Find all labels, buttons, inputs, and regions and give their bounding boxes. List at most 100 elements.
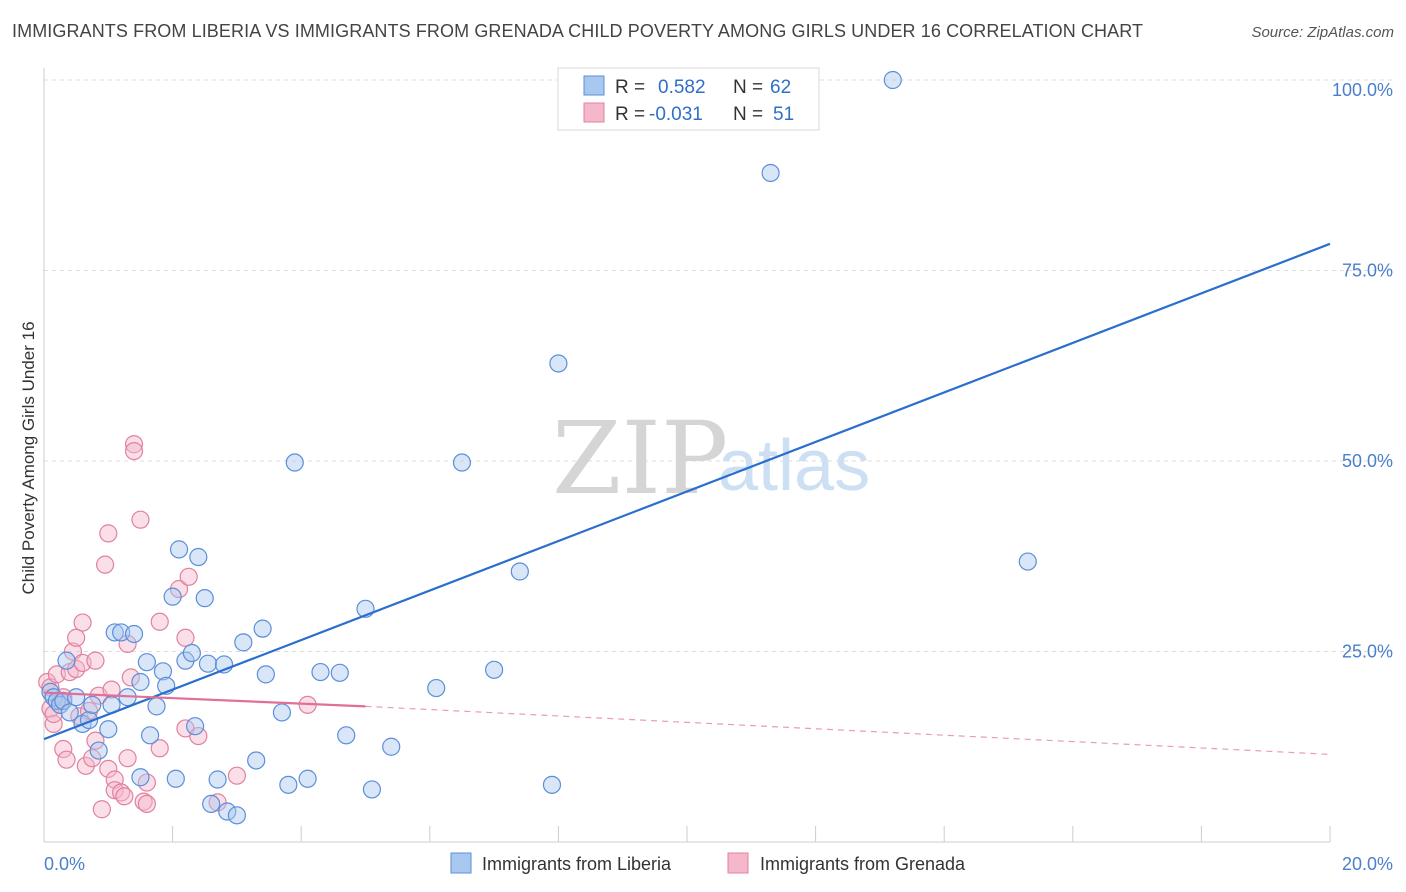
liberia-point — [234, 633, 253, 652]
liberia-point — [67, 688, 86, 707]
liberia-point — [362, 780, 382, 799]
watermark-zip: ZIP — [552, 400, 728, 517]
grenada-point — [131, 510, 150, 529]
liberia-point — [140, 726, 160, 745]
grenada-point — [95, 555, 115, 574]
trendlines — [43, 242, 1331, 755]
liberia-point — [218, 802, 237, 821]
y-axis-title: Child Poverty Among Girls Under 16 — [19, 321, 38, 594]
legend-r-label-grenada: R = — [615, 104, 645, 125]
liberia-point — [60, 703, 79, 722]
grenada-point — [86, 731, 105, 750]
liberia-point — [1018, 552, 1037, 571]
y-tick-label-25: 25.0% — [1342, 642, 1393, 662]
grenada-point — [76, 756, 95, 775]
grenada-point — [99, 759, 118, 778]
liberia-point — [883, 70, 902, 90]
grenada-point — [118, 749, 137, 768]
bottom-legend-swatch-grenada — [727, 852, 749, 874]
liberia-point — [330, 663, 349, 682]
liberia-point — [202, 794, 221, 814]
liberia-point — [427, 678, 446, 698]
bottom-legend: Immigrants from Liberia Immigrants from … — [450, 852, 966, 874]
liberia-point — [137, 653, 156, 672]
source-label: Source: ZipAtlas.com — [1251, 24, 1394, 41]
grenada-point — [150, 739, 169, 758]
liberia-point — [253, 619, 272, 638]
liberia-point — [761, 163, 780, 183]
liberia-point — [169, 540, 189, 559]
liberia-point — [176, 651, 195, 670]
legend-n-value-liberia: 62 — [770, 77, 791, 98]
legend-swatch-liberia — [583, 75, 605, 96]
liberia-trendline — [43, 242, 1331, 741]
liberia-point — [182, 643, 201, 663]
grenada-point — [86, 651, 105, 670]
grenada-point — [57, 750, 76, 769]
liberia-point — [311, 662, 330, 682]
liberia-point — [131, 672, 150, 692]
legend-n-value-grenada: 51 — [773, 104, 794, 125]
top-legend: R = 0.582 N = 62 R = -0.031 N = 51 — [557, 67, 820, 131]
y-tick-label-50: 50.0% — [1342, 451, 1393, 471]
grenada-point — [227, 766, 246, 785]
liberia-point — [279, 775, 298, 794]
grenada-point — [73, 613, 92, 632]
grenada-point — [44, 714, 63, 733]
liberia-point — [89, 741, 108, 760]
liberia-point — [542, 775, 562, 794]
grenada-point — [208, 793, 227, 812]
grenada-point — [102, 680, 121, 699]
liberia-point — [153, 662, 173, 681]
grenada-point — [38, 672, 57, 692]
legend-r-value-grenada: -0.031 — [649, 104, 703, 125]
grenada-point — [124, 435, 144, 454]
liberia-point — [147, 697, 166, 716]
x-tick-label-max: 20.0% — [1342, 854, 1393, 874]
legend-swatch-grenada — [583, 102, 605, 123]
liberia-point — [99, 720, 118, 739]
liberia-point — [256, 665, 275, 684]
grenada-point — [176, 628, 195, 647]
grenada-trendline — [43, 691, 366, 708]
liberia-point — [166, 769, 185, 788]
liberia-point — [452, 453, 472, 472]
grenada-point — [83, 749, 102, 768]
liberia-point — [337, 726, 356, 745]
y-tick-label-75: 75.0% — [1342, 261, 1393, 281]
grenada-points — [38, 435, 317, 819]
liberia-point — [485, 660, 504, 679]
liberia-point — [163, 587, 182, 606]
liberia-point — [124, 624, 144, 644]
grenada-point — [67, 628, 86, 647]
legend-n-label-grenada: N = — [733, 104, 763, 125]
liberia-points — [41, 70, 1037, 825]
liberia-point — [285, 453, 304, 472]
grenada-point — [54, 739, 73, 759]
grenada-point — [124, 441, 144, 461]
grenada-point — [179, 567, 198, 586]
grenada-point — [150, 612, 169, 631]
grenada-point — [115, 787, 134, 806]
liberia-point — [208, 770, 227, 789]
grenada-point — [92, 800, 111, 819]
grenada-point — [121, 668, 140, 687]
axes — [43, 68, 1331, 843]
liberia-point — [247, 751, 266, 770]
chart-title: IMMIGRANTS FROM LIBERIA VS IMMIGRANTS FR… — [12, 21, 1144, 41]
grenada-point — [137, 794, 156, 814]
liberia-point — [131, 768, 150, 787]
liberia-point — [227, 806, 246, 825]
x-tick-label-min: 0.0% — [44, 854, 85, 874]
legend-r-label-liberia: R = — [615, 77, 645, 98]
liberia-point — [189, 547, 208, 567]
liberia-point — [186, 717, 205, 736]
bottom-legend-swatch-liberia — [450, 852, 472, 874]
gridlines — [44, 79, 1392, 652]
grenada-point — [169, 579, 189, 599]
y-tick-label-100: 100.0% — [1332, 80, 1393, 100]
x-tick-labels: 0.0% 20.0% — [44, 854, 1393, 874]
liberia-point — [83, 695, 102, 714]
liberia-point — [195, 589, 214, 608]
grenada-point — [99, 524, 118, 543]
